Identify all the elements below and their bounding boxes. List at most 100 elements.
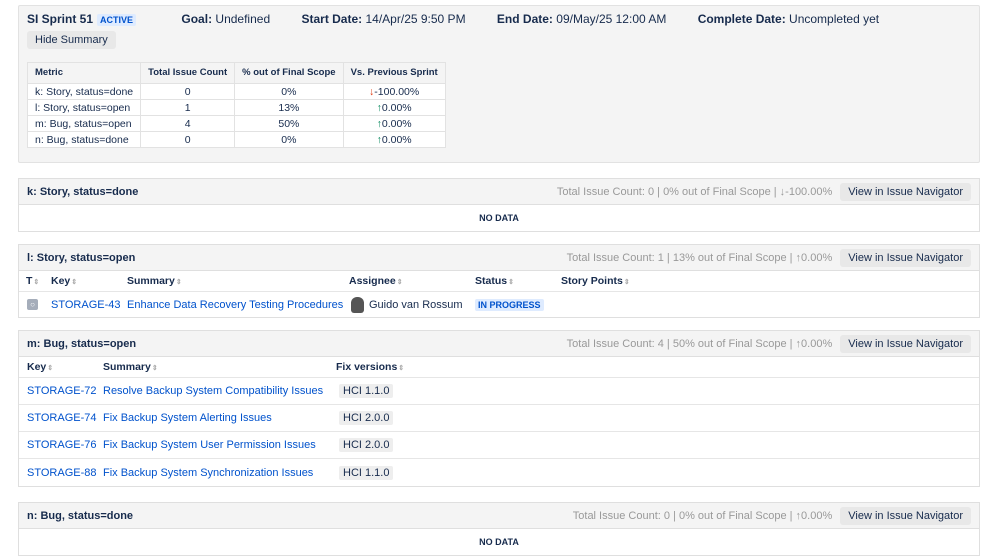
start-value: 14/Apr/25 9:50 PM	[365, 12, 466, 26]
col-label: Fix versions	[336, 361, 398, 373]
fix-version-badge: HCI 1.1.0	[339, 384, 394, 398]
col-summary[interactable]: Summary⇕	[127, 275, 182, 287]
col-metric: Metric	[26, 62, 142, 84]
sort-icon: ⇕	[151, 365, 158, 372]
section-header: k: Story, status=done Total Issue Count:…	[19, 179, 979, 205]
view-in-issue-navigator-button[interactable]: View in Issue Navigator	[840, 506, 971, 525]
metric-row: m: Bug, status=open 4 50% ↑0.00%	[26, 115, 446, 132]
fix-version-badge: HCI 2.0.0	[339, 411, 394, 425]
table-row: STORAGE-74 Fix Backup System Alerting Is…	[19, 405, 979, 432]
sort-icon: ⇕	[175, 279, 182, 286]
col-status[interactable]: Status⇕	[475, 275, 514, 287]
sprint-name: SI Sprint 51	[27, 12, 94, 26]
story-type-icon: ○	[27, 299, 38, 310]
arrow-down-icon: ↓	[369, 85, 375, 98]
view-in-issue-navigator-button[interactable]: View in Issue Navigator	[840, 334, 971, 353]
fix-version-badge: HCI 1.1.0	[339, 465, 394, 480]
arrow-up-icon: ↑	[376, 101, 382, 114]
col-count: Total Issue Count	[140, 62, 236, 84]
table-row: STORAGE-72 Resolve Backup System Compati…	[19, 378, 979, 405]
section-stats: Total Issue Count: 4 | 50% out of Final …	[566, 337, 833, 350]
issue-key-link[interactable]: STORAGE-72	[27, 385, 97, 397]
goal-label: Goal:	[181, 12, 213, 26]
section-stats: Total Issue Count: 0 | 0% out of Final S…	[572, 509, 833, 522]
status-badge: IN PROGRESS	[475, 298, 544, 311]
col-story-points[interactable]: Story Points⇕	[561, 275, 630, 287]
col-fix-versions[interactable]: Fix versions⇕	[336, 361, 404, 373]
metric-name: k: Story, status=done	[26, 83, 142, 100]
col-label: Summary	[103, 361, 151, 373]
sort-icon: ⇕	[396, 279, 403, 286]
col-key[interactable]: Key⇕	[51, 275, 77, 287]
complete-label: Complete Date:	[697, 12, 786, 26]
issue-summary-link[interactable]: Resolve Backup System Compatibility Issu…	[103, 385, 324, 397]
sprint-summary: SI Sprint 51 ACTIVE Goal: Undefined Start…	[18, 5, 980, 163]
complete-value: Uncompleted yet	[789, 12, 880, 26]
table-row: STORAGE-88 Fix Backup System Synchroniza…	[19, 459, 979, 486]
col-assignee[interactable]: Assignee⇕	[349, 275, 403, 287]
metrics-table: Metric Total Issue Count % out of Final …	[26, 62, 446, 148]
table-row: ○ STORAGE-43 Enhance Data Recovery Testi…	[19, 292, 979, 317]
start-label: Start Date:	[301, 12, 363, 26]
issue-key-link[interactable]: STORAGE-43	[51, 298, 121, 311]
col-key[interactable]: Key⇕	[27, 361, 53, 373]
col-pct: % out of Final Scope	[234, 62, 344, 84]
table-row: STORAGE-76 Fix Backup System User Permis…	[19, 432, 979, 459]
col-label: Assignee	[349, 275, 396, 287]
metric-name: l: Story, status=open	[26, 99, 142, 116]
col-label: Status	[475, 275, 508, 287]
col-label: T	[26, 275, 33, 287]
metric-pct: 0%	[234, 131, 344, 148]
col-summary[interactable]: Summary⇕	[103, 361, 158, 373]
sort-icon: ⇕	[508, 279, 514, 286]
issue-key-link[interactable]: STORAGE-74	[27, 412, 97, 424]
metric-count: 0	[140, 131, 236, 148]
metric-count: 0	[140, 83, 236, 100]
sprint-header: SI Sprint 51 ACTIVE Goal: Undefined Start…	[27, 12, 907, 26]
sort-icon: ⇕	[398, 365, 405, 372]
issue-key-link[interactable]: STORAGE-88	[27, 466, 97, 479]
col-label: Key	[51, 275, 71, 287]
metric-vs-value: -100.00%	[374, 85, 420, 98]
arrow-up-icon: ↑	[376, 117, 382, 130]
issue-summary-link[interactable]: Fix Backup System Alerting Issues	[103, 412, 272, 424]
table-header: Key⇕ Summary⇕ Fix versions⇕	[19, 357, 979, 378]
metric-vs: ↑0.00%	[342, 115, 446, 132]
issue-summary-link[interactable]: Fix Backup System Synchronization Issues	[103, 466, 314, 479]
section-l: l: Story, status=open Total Issue Count:…	[18, 244, 980, 318]
section-header: m: Bug, status=open Total Issue Count: 4…	[19, 331, 979, 357]
metric-vs-value: 0.00%	[381, 101, 412, 114]
section-title: n: Bug, status=done	[27, 509, 134, 522]
metric-vs: ↑0.00%	[342, 99, 446, 116]
section-title: m: Bug, status=open	[27, 337, 137, 350]
section-header: n: Bug, status=done Total Issue Count: 0…	[19, 503, 979, 529]
view-in-issue-navigator-button[interactable]: View in Issue Navigator	[840, 182, 971, 201]
metric-pct: 50%	[234, 115, 344, 132]
fix-version-badge: HCI 2.0.0	[339, 438, 394, 452]
section-m: m: Bug, status=open Total Issue Count: 4…	[18, 330, 980, 487]
metric-row: n: Bug, status=done 0 0% ↑0.00%	[26, 131, 446, 148]
section-stats: Total Issue Count: 1 | 13% out of Final …	[566, 251, 833, 264]
end-value: 09/May/25 12:00 AM	[556, 12, 667, 26]
sprint-state-badge: ACTIVE	[97, 14, 137, 26]
col-type[interactable]: T⇕	[26, 275, 39, 287]
avatar	[351, 296, 364, 313]
view-in-issue-navigator-button[interactable]: View in Issue Navigator	[840, 248, 971, 267]
metric-name: m: Bug, status=open	[26, 115, 142, 132]
hide-summary-button[interactable]: Hide Summary	[27, 31, 116, 49]
issue-summary-link[interactable]: Enhance Data Recovery Testing Procedures	[127, 298, 344, 311]
issue-key-link[interactable]: STORAGE-76	[27, 439, 97, 451]
issue-summary-link[interactable]: Fix Backup System User Permission Issues	[103, 439, 316, 451]
section-stats: Total Issue Count: 0 | 0% out of Final S…	[556, 185, 833, 198]
metric-vs-value: 0.00%	[381, 133, 412, 146]
section-header: l: Story, status=open Total Issue Count:…	[19, 245, 979, 271]
col-vs: Vs. Previous Sprint	[342, 62, 446, 84]
goal-value: Undefined	[215, 12, 271, 26]
sort-icon: ⇕	[71, 279, 78, 286]
metric-name: n: Bug, status=done	[26, 131, 142, 148]
metric-count: 1	[140, 99, 236, 116]
section-title: l: Story, status=open	[27, 251, 136, 264]
metric-vs: ↓-100.00%	[342, 83, 446, 100]
table-header: T⇕ Key⇕ Summary⇕ Assignee⇕ Status⇕ Story…	[19, 271, 979, 292]
col-label: Story Points	[561, 275, 623, 287]
